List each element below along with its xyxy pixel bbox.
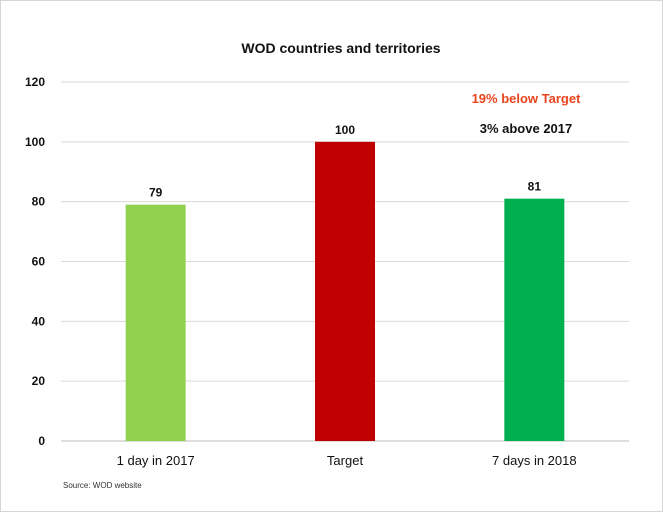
bars: [125, 141, 565, 442]
bar-value-label: 100: [335, 123, 355, 137]
y-tick-label: 40: [32, 314, 46, 328]
annotation-above-2017: 3% above 2017: [480, 121, 573, 136]
data-labels: 79 100 81: [149, 123, 541, 200]
x-axis-categories: 1 day in 2017 Target 7 days in 2018: [117, 453, 577, 468]
bar-value-label: 79: [149, 186, 163, 200]
y-tick-label: 60: [32, 255, 46, 269]
category-label: 7 days in 2018: [492, 453, 577, 468]
y-axis-ticks: 0 20 40 60 80 100 120: [25, 75, 45, 448]
bar-value-label: 81: [528, 180, 542, 194]
bar-1: [315, 141, 375, 442]
y-tick-label: 20: [32, 374, 46, 388]
y-tick-label: 0: [38, 434, 45, 448]
category-label: 1 day in 2017: [117, 453, 195, 468]
y-tick-label: 120: [25, 75, 45, 89]
source-note: Source: WOD website: [63, 481, 142, 490]
bar-0: [125, 204, 186, 441]
chart-title: WOD countries and territories: [241, 40, 440, 56]
category-label: Target: [327, 453, 364, 468]
y-tick-label: 80: [32, 195, 46, 209]
annotation-below-target: 19% below Target: [472, 91, 582, 106]
y-tick-label: 100: [25, 135, 45, 149]
bar-2: [504, 198, 565, 441]
